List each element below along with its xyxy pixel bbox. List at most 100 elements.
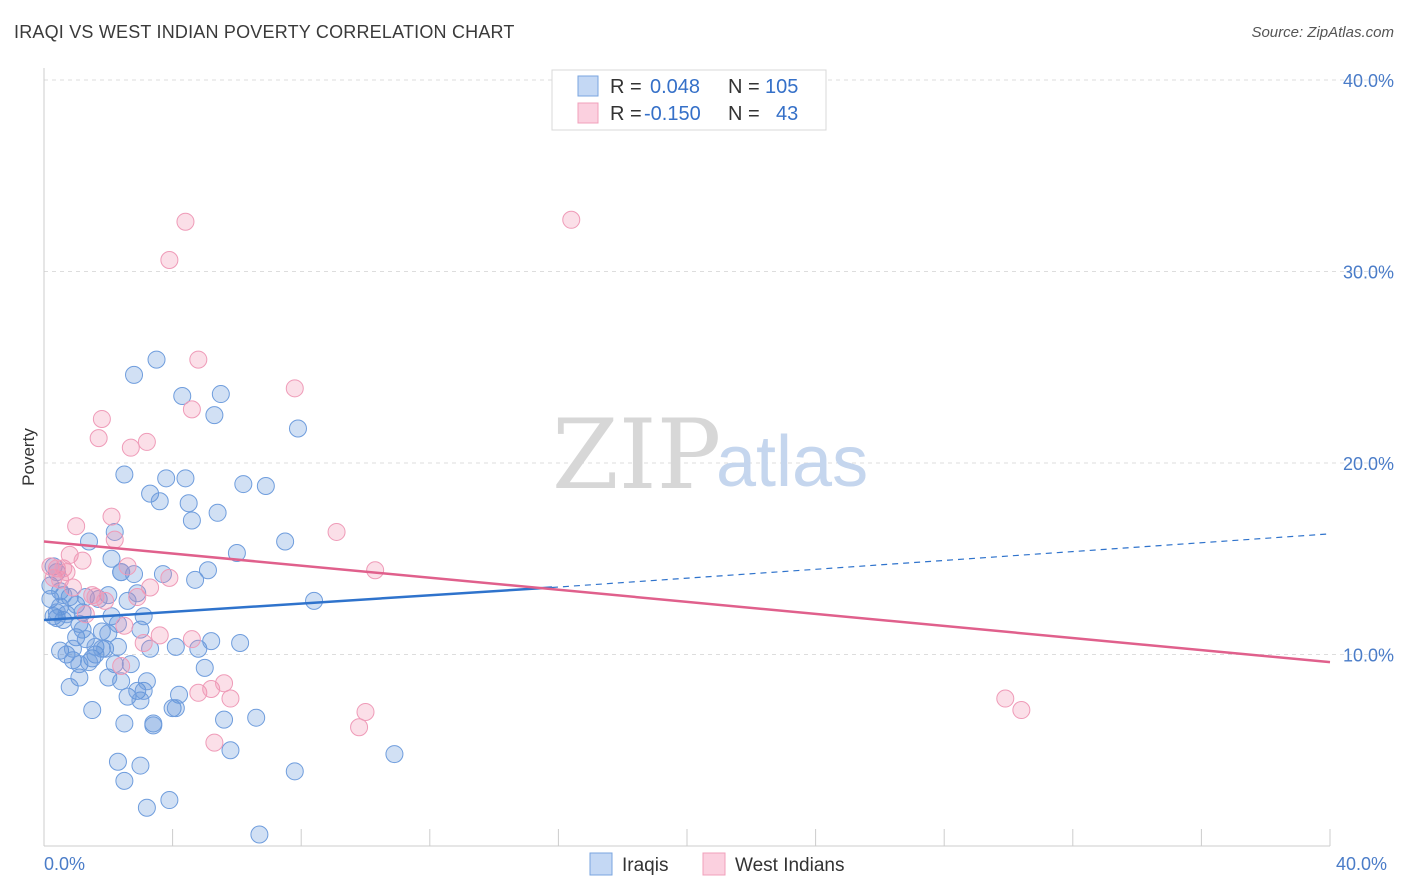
west-indians-point-13 bbox=[89, 429, 108, 448]
watermark-zip: ZIP bbox=[552, 399, 721, 511]
y-tick-label-30: 30.0% bbox=[1343, 263, 1394, 283]
source-credit: Source: ZipAtlas.com bbox=[1251, 24, 1394, 41]
iraqis-point-42 bbox=[115, 714, 134, 733]
iraqis-point-104 bbox=[144, 716, 163, 735]
iraqis-point-69 bbox=[179, 494, 198, 513]
west-indians-point-19 bbox=[115, 616, 134, 635]
iraqis-point-93 bbox=[115, 771, 134, 790]
iraqis-point-91 bbox=[385, 745, 404, 764]
iraqis-point-80 bbox=[221, 741, 240, 760]
iraqis-point-78 bbox=[211, 385, 230, 404]
iraqis-point-43 bbox=[115, 465, 134, 484]
iraqis-point-53 bbox=[134, 681, 153, 700]
iraqis-point-74 bbox=[198, 561, 217, 580]
west-indians-point-29 bbox=[176, 212, 195, 231]
iraqis-point-51 bbox=[131, 691, 150, 710]
iraqis-point-83 bbox=[234, 475, 253, 494]
iraqis-point-92 bbox=[131, 756, 150, 775]
west-indians-point-7 bbox=[63, 578, 82, 597]
legend-label-west-indians: West Indians bbox=[735, 855, 844, 876]
iraqis-point-60 bbox=[150, 492, 169, 511]
west-indians-point-8 bbox=[67, 517, 86, 536]
west-indians-point-5 bbox=[57, 563, 76, 582]
stats-legend-swatch-west-indians bbox=[577, 102, 599, 124]
west-indians-point-20 bbox=[118, 557, 137, 576]
iraqis-point-49 bbox=[128, 681, 147, 700]
x-tick-marks bbox=[43, 829, 1331, 846]
chart-title: IRAQI VS WEST INDIAN POVERTY CORRELATION… bbox=[14, 22, 515, 42]
west-indians-point-16 bbox=[102, 507, 121, 526]
west-indians-point-35 bbox=[205, 733, 224, 752]
iraqis-point-87 bbox=[276, 532, 295, 551]
series-west-indians-points bbox=[41, 210, 1031, 752]
west-indians-point-31 bbox=[189, 350, 208, 369]
west-indians-point-38 bbox=[285, 379, 304, 398]
west-indians-point-2 bbox=[47, 559, 66, 578]
west-indians-point-39 bbox=[327, 522, 346, 541]
y-tick-labels: 10.0% 20.0% 30.0% 40.0% bbox=[1343, 71, 1394, 666]
west-indians-point-24 bbox=[137, 432, 156, 451]
iraqis-point-37 bbox=[105, 522, 124, 541]
west-indians-point-25 bbox=[141, 578, 160, 597]
west-indians-point-32 bbox=[182, 630, 201, 649]
iraqis-point-13 bbox=[60, 588, 79, 607]
iraqis-point-25 bbox=[83, 701, 102, 720]
stats-r-value-west-indians: -0.150 bbox=[644, 103, 701, 125]
iraqis-point-99 bbox=[63, 639, 82, 658]
iraqis-point-100 bbox=[80, 653, 99, 672]
west-indians-point-17 bbox=[105, 530, 124, 549]
iraqis-point-21 bbox=[76, 630, 95, 649]
stats-r-label-iraqis: R = bbox=[610, 76, 642, 98]
iraqis-trend-line bbox=[43, 586, 553, 622]
iraqis-point-55 bbox=[137, 672, 156, 691]
iraqis-point-12 bbox=[60, 678, 79, 697]
iraqis-point-71 bbox=[186, 570, 205, 589]
iraqis-point-73 bbox=[195, 658, 214, 677]
iraqis-point-59 bbox=[147, 350, 166, 369]
iraqis-point-102 bbox=[47, 603, 66, 622]
iraqis-point-94 bbox=[108, 752, 127, 771]
legend-swatch-west-indians bbox=[702, 852, 726, 876]
west-indians-point-12 bbox=[86, 588, 105, 607]
iraqis-point-35 bbox=[102, 549, 121, 568]
west-indians-point-27 bbox=[160, 251, 179, 270]
stats-legend-swatch-iraqis bbox=[577, 75, 599, 97]
iraqis-point-30 bbox=[92, 622, 111, 641]
west-indians-point-14 bbox=[92, 409, 111, 428]
iraqis-point-48 bbox=[125, 365, 144, 384]
y-tick-label-20: 20.0% bbox=[1343, 454, 1394, 474]
west-indians-point-15 bbox=[96, 591, 115, 610]
iraqis-point-39 bbox=[108, 637, 127, 656]
west-indians-point-22 bbox=[128, 588, 147, 607]
iraqis-point-20 bbox=[73, 620, 92, 639]
west-indians-point-36 bbox=[215, 674, 234, 693]
stats-r-label-west-indians: R = bbox=[610, 103, 642, 125]
iraqis-point-18 bbox=[70, 668, 89, 687]
iraqis-point-79 bbox=[215, 710, 234, 729]
iraqis-point-88 bbox=[285, 762, 304, 781]
west-indians-point-37 bbox=[221, 689, 240, 708]
west-indians-point-23 bbox=[134, 634, 153, 653]
stats-legend: R = 0.048 N = 105 R = -0.150 N = 43 bbox=[551, 69, 827, 131]
west-indians-point-40 bbox=[350, 718, 369, 737]
iraqis-point-7 bbox=[51, 597, 70, 616]
west-indians-point-45 bbox=[1012, 701, 1031, 720]
west-indians-point-28 bbox=[160, 568, 179, 587]
iraqis-point-84 bbox=[247, 708, 266, 727]
iraqis-point-67 bbox=[173, 386, 192, 405]
iraqis-point-15 bbox=[67, 595, 86, 614]
series-legend: Iraqis West Indians bbox=[589, 852, 844, 876]
iraqis-point-62 bbox=[157, 469, 176, 488]
grid-lines bbox=[44, 79, 1394, 655]
iraqis-point-17 bbox=[70, 614, 89, 633]
y-axis-label: Poverty bbox=[19, 428, 38, 486]
iraqis-point-75 bbox=[202, 632, 221, 651]
west-indians-point-26 bbox=[150, 626, 169, 645]
watermark-atlas: atlas bbox=[716, 422, 868, 502]
x-tick-label-max: 40.0% bbox=[1336, 854, 1387, 874]
iraqis-point-76 bbox=[205, 406, 224, 425]
stats-n-value-west-indians: 43 bbox=[776, 103, 798, 125]
west-indians-point-42 bbox=[366, 561, 385, 580]
west-indians-trend-line bbox=[43, 540, 1331, 664]
iraqis-point-32 bbox=[99, 624, 118, 643]
